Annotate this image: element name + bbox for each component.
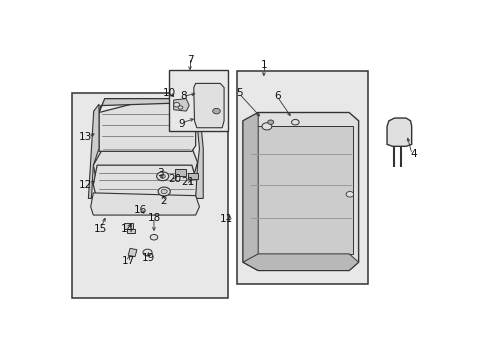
Circle shape [142,249,152,256]
Circle shape [212,108,220,114]
Polygon shape [243,112,258,270]
Text: 21: 21 [181,177,194,187]
Circle shape [160,174,165,178]
Circle shape [156,172,168,181]
Polygon shape [193,84,224,128]
Circle shape [262,123,271,130]
Polygon shape [243,254,358,270]
Text: 2: 2 [160,196,166,206]
Text: 15: 15 [94,224,107,234]
Circle shape [178,106,183,109]
Bar [169,69,227,131]
Text: 7: 7 [186,55,193,65]
Polygon shape [127,229,135,233]
Text: 10: 10 [162,88,175,98]
Polygon shape [173,99,189,111]
Text: 13: 13 [79,132,92,143]
Text: 3: 3 [157,168,164,179]
Circle shape [173,103,180,107]
Circle shape [346,192,353,197]
Polygon shape [128,248,137,257]
Polygon shape [93,143,197,185]
Bar [72,93,227,298]
Circle shape [150,234,158,240]
Polygon shape [124,223,133,229]
Text: 16: 16 [134,204,147,215]
Polygon shape [195,108,203,198]
Circle shape [267,120,273,125]
Text: 5: 5 [235,88,242,98]
Bar [188,174,197,179]
Text: 1: 1 [260,60,266,70]
Polygon shape [99,99,195,112]
Bar [237,71,367,284]
Circle shape [161,189,167,194]
Polygon shape [386,118,411,146]
Polygon shape [243,112,358,270]
Polygon shape [93,165,197,201]
Circle shape [291,120,299,125]
Polygon shape [99,103,195,151]
Text: 8: 8 [180,91,186,101]
Circle shape [158,187,170,196]
Polygon shape [90,193,199,215]
Text: 18: 18 [147,213,160,223]
Bar [175,169,186,176]
Text: 4: 4 [409,149,416,159]
Text: 6: 6 [273,91,280,101]
Text: 20: 20 [168,174,181,184]
Text: 17: 17 [122,256,135,266]
Text: 9: 9 [178,118,184,129]
Text: 12: 12 [79,180,92,190]
Text: 19: 19 [142,253,155,263]
Text: 14: 14 [121,224,134,234]
Polygon shape [88,104,99,198]
Polygon shape [248,126,352,254]
Text: 11: 11 [219,214,232,224]
